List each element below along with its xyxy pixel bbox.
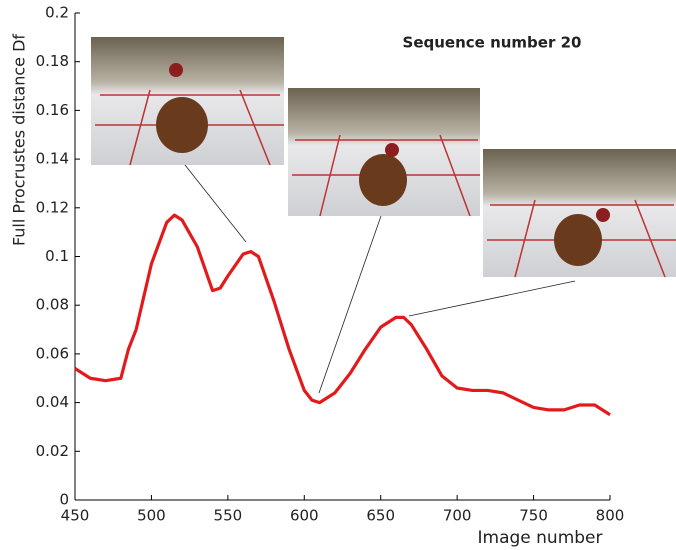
y-tick-label: 0.14 (36, 150, 69, 168)
photo (91, 37, 284, 165)
photos (91, 37, 676, 393)
x-tick-label: 550 (214, 507, 243, 525)
x-tick-label: 700 (443, 507, 472, 525)
x-tick-label: 750 (519, 507, 548, 525)
photo (483, 149, 676, 277)
x-tick-label: 800 (596, 507, 625, 525)
y-tick-label: 0.02 (36, 442, 69, 460)
chart: Sequence number 20 Image number Full Pro… (0, 0, 676, 550)
y-tick-label: 0.12 (36, 198, 69, 216)
y-tick-label: 0.2 (45, 4, 69, 22)
x-tick-label: 650 (366, 507, 395, 525)
y-tick-label: 0.06 (36, 344, 69, 362)
photo (288, 88, 480, 216)
y-tick-label: 0.04 (36, 393, 69, 411)
y-axis-label: Full Procrustes distance Df (10, 34, 29, 246)
y-tick-label: 0.18 (36, 52, 69, 70)
x-tick-label: 450 (61, 507, 90, 525)
chart-title: Sequence number 20 (403, 34, 582, 52)
x-tick-label: 600 (290, 507, 319, 525)
y-tick-label: 0.16 (36, 101, 69, 119)
x-axis-label: Image number (478, 528, 603, 548)
x-tick-label: 500 (137, 507, 166, 525)
y-tick-label: 0.1 (45, 247, 69, 265)
y-tick-label: 0.08 (36, 296, 69, 314)
